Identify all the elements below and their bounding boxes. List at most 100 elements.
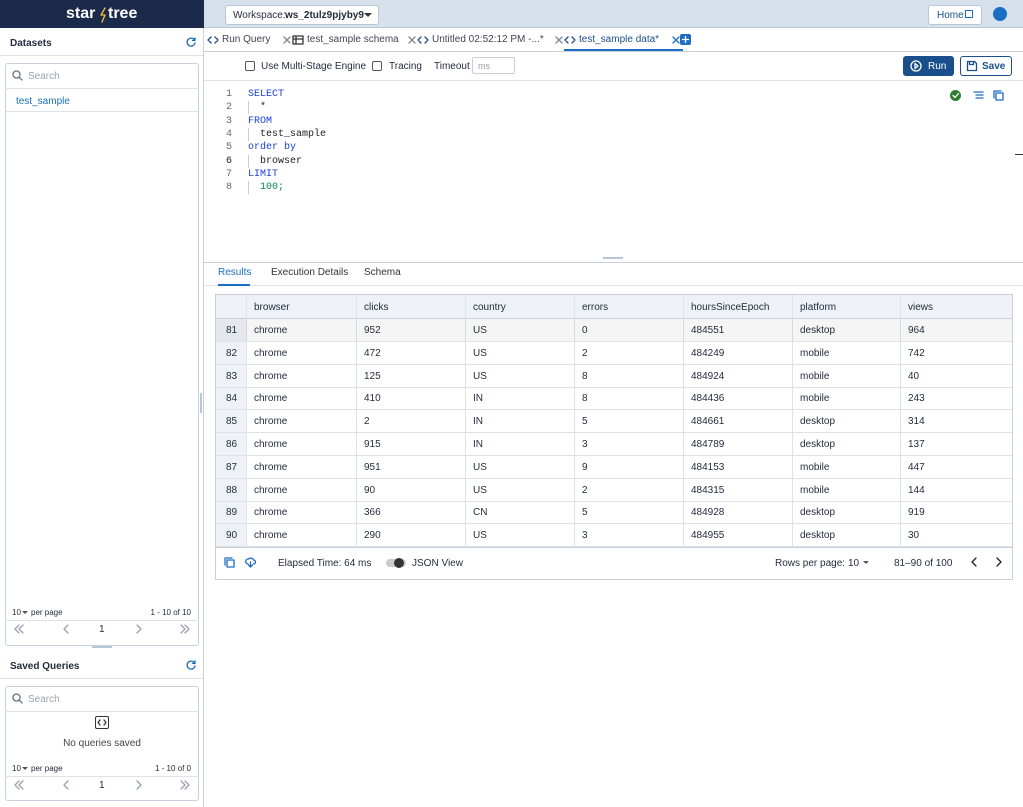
cell: desktop <box>800 507 836 519</box>
cell: 30 <box>908 530 920 542</box>
last-page[interactable] <box>180 780 190 790</box>
tab-close[interactable] <box>407 35 417 45</box>
query-tab[interactable]: test_sample data* <box>564 31 683 51</box>
rows-per-page-select[interactable]: 10 <box>848 558 860 569</box>
last-page[interactable] <box>180 624 190 634</box>
next-page[interactable] <box>995 557 1003 567</box>
search-input[interactable]: Search <box>28 71 60 82</box>
code-line: SELECT <box>248 89 285 100</box>
results-tab[interactable]: Execution Details <box>271 267 349 278</box>
row-index: 89 <box>226 507 238 519</box>
prev-page[interactable] <box>970 557 978 567</box>
rows-per-page-label: Rows per page: <box>775 558 846 569</box>
checkbox[interactable] <box>245 61 255 71</box>
cell: 952 <box>364 325 381 336</box>
home-label: Home <box>937 10 964 21</box>
line-number: 2 <box>225 102 232 114</box>
next-page[interactable] <box>135 780 143 790</box>
column-header[interactable]: views <box>908 302 934 313</box>
query-tab[interactable]: Untitled 02:52:12 PM -...* <box>417 31 566 51</box>
column-header[interactable]: clicks <box>364 302 389 313</box>
home-button[interactable]: Home <box>928 5 982 25</box>
cell: 484436 <box>691 393 725 405</box>
results-tab[interactable]: Schema <box>364 267 401 278</box>
cell: mobile <box>800 484 830 496</box>
tab-close[interactable] <box>671 35 681 45</box>
new-tab-button[interactable] <box>680 34 691 45</box>
results-tab[interactable]: Results <box>218 267 251 286</box>
per-page-select[interactable]: 10 <box>12 608 21 617</box>
search-input[interactable]: Search <box>28 694 60 705</box>
prev-page[interactable] <box>62 624 70 634</box>
code-line: order by <box>248 142 297 154</box>
tab-label: test_sample data* <box>579 34 660 45</box>
cell: 484928 <box>691 507 725 519</box>
column-header[interactable]: platform <box>800 302 837 313</box>
column-header[interactable]: hoursSinceEpoch <box>691 302 770 313</box>
cell: mobile <box>800 393 830 405</box>
json-toggle[interactable] <box>386 558 406 568</box>
workspace-select[interactable]: Workspace: ws_2tulz9pjyby9 <box>225 5 379 25</box>
row-index: 86 <box>226 439 238 450</box>
line-number: 3 <box>225 115 232 127</box>
first-page[interactable] <box>14 780 24 790</box>
sidebar-collapse <box>200 393 202 413</box>
indent-guide <box>248 181 249 195</box>
cell: US <box>473 347 487 359</box>
footer-divider <box>216 547 1012 548</box>
timeout-input[interactable]: ms <box>472 57 515 74</box>
cell: chrome <box>254 530 288 542</box>
prev-page[interactable] <box>62 780 70 790</box>
logo-left: star <box>66 5 96 22</box>
dataset-item-divider <box>6 111 198 112</box>
column-divider <box>574 295 575 547</box>
copy-results[interactable] <box>224 557 235 568</box>
indent-guide <box>248 127 249 141</box>
column-header[interactable]: country <box>473 302 506 313</box>
column-header[interactable]: errors <box>582 302 609 313</box>
run-icon <box>910 60 922 72</box>
cell: 90 <box>364 484 376 496</box>
current-page: 1 <box>99 780 105 791</box>
run-label: Run <box>928 61 947 72</box>
elapsed-time: Elapsed Time: 64 ms <box>278 558 372 569</box>
cell: 366 <box>364 507 381 519</box>
cell: 410 <box>364 393 381 405</box>
download-results[interactable] <box>245 557 256 568</box>
tab-close[interactable] <box>554 35 564 45</box>
query-tab[interactable]: Run Query <box>207 31 294 51</box>
header-row <box>216 295 1012 319</box>
per-page-select[interactable]: 10 <box>12 764 21 773</box>
copy-button[interactable] <box>993 90 1004 101</box>
code-line: FROM <box>248 115 273 127</box>
save-button[interactable]: Save <box>960 56 1012 76</box>
tab-label: test_sample schema <box>307 34 399 45</box>
tab-icon <box>564 35 576 45</box>
logo-slash <box>99 7 107 23</box>
cell: 9 <box>582 461 588 473</box>
query-tab[interactable]: test_sample schema <box>292 31 419 51</box>
cell: 484315 <box>691 484 725 496</box>
tab-close[interactable] <box>282 35 292 45</box>
user-icon[interactable] <box>993 7 1007 21</box>
refresh-button[interactable] <box>186 660 197 671</box>
column-header[interactable]: browser <box>254 302 290 313</box>
refresh-button[interactable] <box>186 37 197 48</box>
cell: 742 <box>908 347 925 359</box>
dataset-item[interactable]: test_sample <box>16 96 70 107</box>
pager-divider <box>5 776 199 777</box>
checkbox[interactable] <box>372 61 382 71</box>
results-table: browser clicks country errors hoursSinceEpoc… <box>215 294 1013 580</box>
format-button[interactable] <box>973 90 984 101</box>
cell: 290 <box>364 530 381 542</box>
panel-box <box>5 63 199 646</box>
row <box>216 501 1012 525</box>
cell: 2 <box>364 416 370 428</box>
line-number: 8 <box>225 182 232 194</box>
run-button[interactable]: Run <box>903 56 954 76</box>
panel-header <box>0 28 203 56</box>
first-page[interactable] <box>14 624 24 634</box>
cell: chrome <box>254 507 288 519</box>
next-page[interactable] <box>135 624 143 634</box>
